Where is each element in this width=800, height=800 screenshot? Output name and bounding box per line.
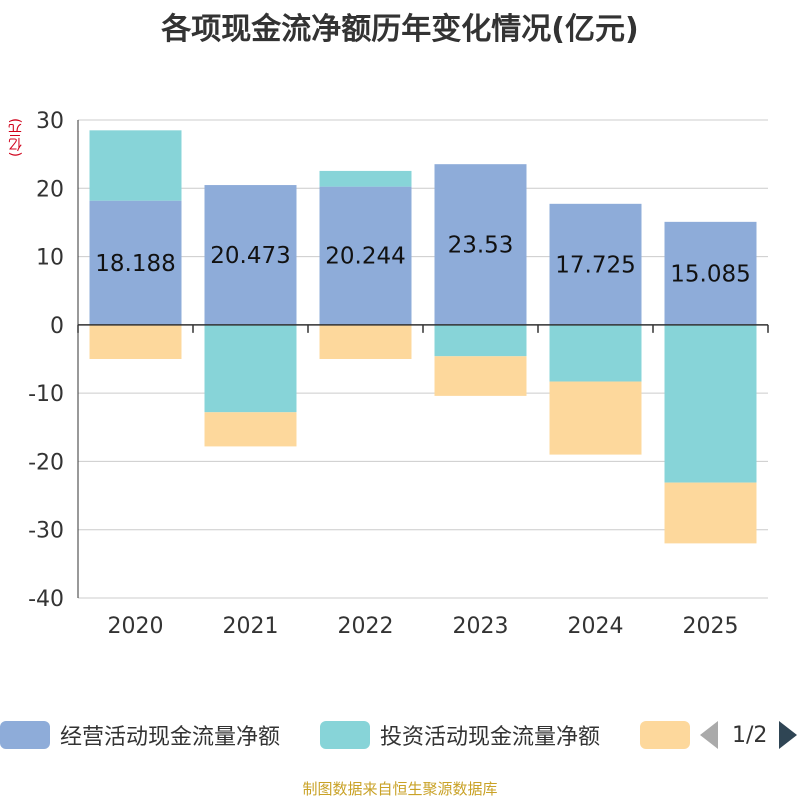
y-tick-label: 30	[36, 109, 64, 134]
bar-series2-2021	[204, 412, 297, 447]
footer-source: 制图数据来自恒生聚源数据库	[302, 780, 498, 798]
bar-series2-2023	[434, 356, 527, 396]
legend-swatch-financing	[640, 721, 690, 749]
bar-series0-2022	[319, 186, 412, 325]
bar-series0-2023	[434, 164, 527, 325]
y-tick-label: -30	[28, 519, 64, 544]
legend-item-investing[interactable]: 投资活动现金流量净额	[320, 720, 600, 750]
x-tick-label: 2021	[223, 614, 279, 639]
x-tick-label: 2020	[108, 614, 164, 639]
x-tick-label: 2024	[568, 614, 624, 639]
chart-plot: 30 20 10 0 -10 -20 -30 -40 18.188 20.473 20.244 23.…	[28, 109, 769, 639]
bar-series0-2025	[664, 221, 757, 325]
y-tick-label: 0	[50, 314, 64, 339]
chart-title: 各项现金流净额历年变化情况(亿元)	[161, 12, 639, 47]
bar-series1-2020	[89, 130, 182, 201]
bar-series1-2025	[664, 324, 757, 483]
legend-swatch-operating	[0, 721, 50, 749]
legend-label-operating: 经营活动现金流量净额	[60, 725, 281, 750]
data-label: 15.085	[670, 261, 750, 287]
y-tick-label: -40	[28, 587, 64, 612]
bar-series1-2023	[434, 324, 527, 357]
legend-item-financing[interactable]	[640, 720, 700, 750]
legend-pager: 1/2	[700, 720, 798, 750]
x-tick-label: 2023	[453, 614, 509, 639]
legend: 经营活动现金流量净额 投资活动现金流量净额 1/2	[0, 712, 800, 758]
data-label: 20.244	[325, 244, 405, 270]
x-tick-label: 2022	[338, 614, 394, 639]
legend-prev-page-icon[interactable]	[700, 721, 718, 749]
bar-series1-2021	[204, 324, 297, 413]
legend-swatch-investing	[320, 721, 370, 749]
y-tick-label: 20	[36, 177, 64, 202]
data-label: 17.725	[555, 252, 635, 278]
data-label: 18.188	[95, 251, 175, 277]
bar-series1-2024	[549, 324, 642, 382]
legend-label-investing: 投资活动现金流量净额	[380, 725, 601, 750]
data-label: 23.53	[448, 233, 514, 259]
y-tick-label: 10	[36, 246, 64, 271]
legend-next-page-icon[interactable]	[779, 721, 798, 749]
y-tick-label: -20	[28, 450, 64, 475]
bar-series1-2022	[319, 170, 412, 187]
bar-series0-2021	[204, 185, 297, 325]
legend-page-indicator: 1/2	[732, 722, 768, 748]
bar-series2-2024	[549, 381, 642, 455]
bar-series2-2020	[89, 324, 182, 359]
legend-item-operating[interactable]: 经营活动现金流量净额	[0, 720, 280, 750]
y-tick-label: -10	[28, 382, 64, 407]
bar-series0-2024	[549, 203, 642, 325]
bar-series0-2020	[89, 200, 182, 325]
data-label: 20.473	[210, 243, 290, 269]
x-tick-label: 2025	[683, 614, 739, 639]
bar-series2-2025	[664, 482, 757, 544]
bar-series2-2022	[319, 324, 412, 359]
